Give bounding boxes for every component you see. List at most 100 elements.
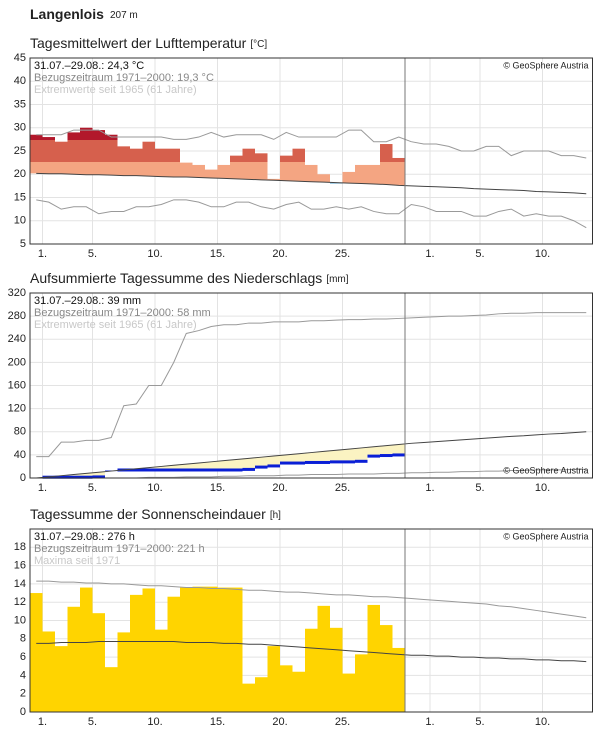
chart-title: Tagesmittelwert der Lufttemperatur [°C] (30, 35, 267, 51)
x-tick-label: 25. (335, 482, 350, 494)
sum-step (242, 467, 255, 471)
x-tick-label: 10. (535, 248, 550, 260)
x-tick-label: 5. (88, 716, 97, 728)
bar (205, 169, 218, 178)
credit: © GeoSphere Austria (503, 531, 588, 541)
deficit-area (180, 464, 193, 471)
bar (392, 157, 405, 186)
credit: © GeoSphere Austria (503, 60, 588, 70)
sum-step (155, 468, 168, 472)
deficit-area (242, 458, 255, 470)
bar (342, 171, 355, 184)
extreme-max-line (36, 312, 587, 458)
bar (380, 144, 393, 185)
sum-step (167, 468, 180, 472)
bar (55, 646, 68, 712)
bar (42, 137, 55, 174)
plot-frame (29, 292, 593, 479)
deficit-area (380, 445, 393, 457)
bar (117, 632, 130, 712)
sum-step (355, 459, 368, 463)
bar (67, 132, 80, 175)
bar (242, 148, 255, 180)
bar (42, 631, 55, 712)
bar (130, 148, 143, 176)
x-tick-label: 5. (475, 248, 484, 260)
y-tick-label: 2 (20, 688, 26, 700)
sum-step (267, 464, 280, 468)
bar (117, 146, 130, 176)
deficit-area (80, 473, 93, 478)
chart-title: Tagessumme der Sonnenscheindauer [h] (30, 506, 281, 522)
reference-line (36, 172, 587, 195)
deficit-area (305, 452, 318, 463)
chart-panel: Aufsummierte Tagessumme des Niederschlag… (8, 270, 593, 494)
sum-step (142, 468, 155, 472)
info-text: 31.07.–29.08.: 24,3 °C (34, 60, 144, 72)
deficit-area (280, 454, 293, 464)
y-tick-label: 200 (8, 356, 26, 368)
deficit-area (267, 456, 280, 467)
y-tick-label: 160 (8, 379, 26, 391)
bar (392, 647, 405, 712)
bar (92, 130, 105, 175)
plot-frame (29, 528, 593, 713)
header: Langenlois 207 m (30, 6, 138, 22)
deficit-area (317, 451, 330, 463)
bar (342, 673, 355, 712)
deficit-area (342, 449, 355, 463)
sum-step (317, 460, 330, 464)
x-tick-label: 20. (272, 716, 287, 728)
x-tick-label: 5. (475, 482, 484, 494)
bar (192, 586, 205, 712)
bar (105, 134, 118, 176)
bar (230, 155, 243, 179)
y-tick-label: 0 (20, 706, 26, 718)
info-text: Maxima seit 1971 (34, 555, 120, 567)
y-tick-label: 280 (8, 310, 26, 322)
bar (217, 587, 230, 712)
y-tick-label: 320 (8, 287, 26, 299)
x-tick-label: 1. (38, 716, 47, 728)
bar (355, 164, 368, 184)
bar (30, 134, 43, 174)
bar (155, 148, 168, 177)
sum-step (230, 468, 243, 472)
bar (255, 153, 268, 180)
x-tick-label: 10. (147, 248, 162, 260)
info-text: Extremwerte seit 1965 (61 Jahre) (34, 319, 197, 331)
x-tick-label: 10. (535, 716, 550, 728)
x-tick-label: 20. (272, 482, 287, 494)
x-tick-label: 15. (210, 482, 225, 494)
bar (105, 667, 118, 712)
x-tick-label: 10. (147, 482, 162, 494)
info-text: Extremwerte seit 1965 (61 Jahre) (34, 84, 197, 96)
bar (330, 627, 343, 712)
y-tick-label: 35 (14, 98, 26, 110)
sum-step (80, 475, 93, 479)
y-tick-label: 10 (14, 614, 26, 626)
y-tick-label: 12 (14, 596, 26, 608)
bar (367, 164, 380, 185)
deficit-area (392, 444, 405, 456)
reference-line (36, 641, 587, 663)
bar (242, 683, 255, 712)
sum-step (255, 465, 268, 469)
bar (192, 164, 205, 178)
info-text: Bezugszeitraum 1971–2000: 221 h (34, 543, 205, 555)
bar (355, 654, 368, 712)
bar (80, 587, 93, 712)
bar (55, 141, 68, 174)
bar (180, 162, 193, 178)
y-tick-label: 80 (14, 426, 26, 438)
y-tick-label: 15 (14, 191, 26, 203)
y-tick-label: 16 (14, 560, 26, 572)
x-tick-label: 5. (88, 482, 97, 494)
sum-step (367, 454, 380, 458)
chart-title: Aufsummierte Tagessumme des Niederschlag… (30, 270, 349, 286)
sum-step (342, 460, 355, 464)
bar (217, 164, 230, 179)
deficit-area (155, 466, 168, 471)
sum-step (392, 453, 405, 457)
unit: [mm] (326, 274, 348, 285)
